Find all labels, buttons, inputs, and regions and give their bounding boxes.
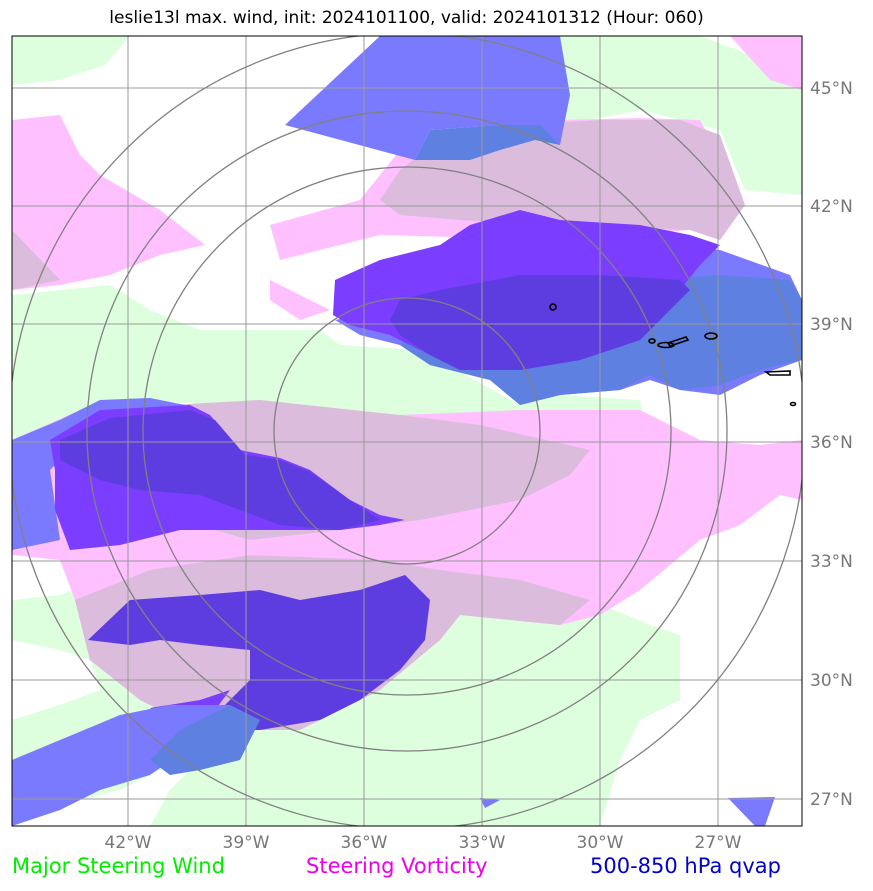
lat-label-42n: 42°N [810,197,853,217]
map-layers [12,36,802,826]
qvap-south-dark [88,575,430,730]
qvap-small-south [480,798,500,808]
lon-label-27w: 27°W [695,833,742,853]
lat-label-39n: 39°N [810,315,853,335]
wind-contour-2 [704,332,718,340]
map-title: leslie13l max. wind, init: 2024101100, v… [109,8,704,28]
qvap-southwest-mid [150,705,260,775]
vort-area-top-right [730,36,802,90]
wind-area-west-middle [12,285,650,450]
lat-axis-labels: 45°N 42°N 39°N 36°N 33°N 30°N 27°N [810,79,853,810]
legend-qvap: 500-850 hPa qvap [590,854,781,878]
wind-contour-3 [666,336,690,347]
overlap-area-west [12,230,60,290]
range-ring-3 [86,110,728,752]
qvap-core-dark [390,275,690,370]
lon-label-39w: 39°W [223,833,270,853]
wind-contours [549,303,797,407]
range-ring-1 [273,297,541,565]
vort-area-central-bottom [270,280,330,320]
range-rings [12,36,802,826]
lat-label-45n: 45°N [810,79,853,99]
vort-area-west [12,115,205,290]
lon-label-36w: 36°W [341,833,388,853]
lon-label-33w: 33°W [459,833,506,853]
lat-label-27n: 27°N [810,790,853,810]
lat-label-33n: 33°N [810,552,853,572]
range-ring-2 [142,166,672,696]
wind-contour-7 [789,401,797,407]
lat-label-36n: 36°N [810,433,853,453]
legend-steering-vorticity: Steering Vorticity [306,854,488,878]
qvap-north-light [285,36,570,160]
wind-area-top-left [12,36,130,85]
wind-contour-5 [648,338,656,344]
lon-label-30w: 30°W [577,833,624,853]
wind-contour-1 [549,303,557,311]
wind-contour-6 [763,370,791,376]
qvap-layer [12,36,802,826]
map-frame [11,35,803,827]
qvap-small-southeast [728,797,775,826]
lat-label-30n: 30°N [810,671,853,691]
wind-contour-4 [657,341,675,349]
lon-axis-labels: 42°W 39°W 36°W 33°W 30°W 27°W [105,833,742,853]
legend-steering-wind: Major Steering Wind [12,854,225,878]
qvap-west-dark [60,410,380,530]
lon-label-42w: 42°W [105,833,152,853]
